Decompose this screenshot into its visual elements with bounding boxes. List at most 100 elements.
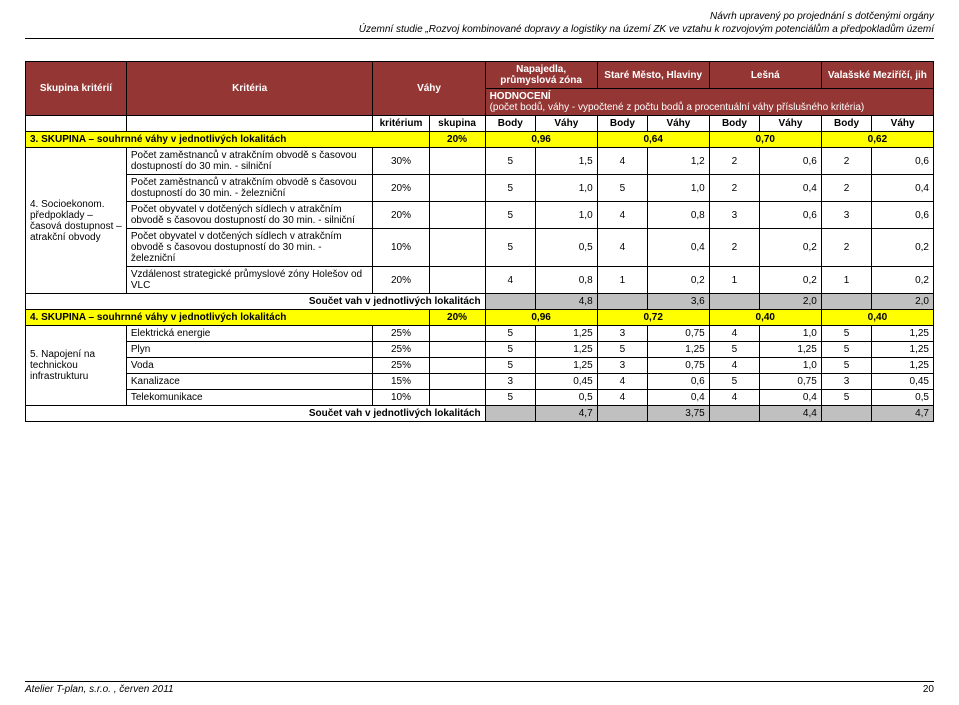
g5-r1-krit: Plyn	[126, 342, 373, 358]
cell: 4	[485, 267, 535, 294]
g4-r0-v2: 1,2	[648, 148, 710, 175]
loc-3: Lešná	[709, 62, 821, 89]
cell: 5	[485, 342, 535, 358]
g4-r0-v1: 1,5	[536, 148, 598, 175]
g4-r0-b2: 4	[597, 148, 647, 175]
g5-row: 5. Napojení na technickou infrastrukturu…	[26, 326, 934, 342]
cell: 0,2	[872, 229, 934, 267]
cell: 0,2	[760, 229, 822, 267]
cell: 0,75	[648, 326, 710, 342]
cell: 1	[597, 267, 647, 294]
page: Návrh upravený po projednání s dotčenými…	[0, 0, 959, 705]
cell: 0,75	[760, 374, 822, 390]
skupina-4-v1: 0,96	[485, 310, 597, 326]
g4-r0-v3: 0,6	[760, 148, 822, 175]
header-line-1: Návrh upravený po projednání s dotčenými…	[25, 10, 934, 23]
body-3: Body	[709, 116, 759, 132]
g5-soucet-v4: 4,7	[872, 406, 934, 422]
g5-r0-p: 25%	[373, 326, 429, 342]
skupina-3-v1: 0,96	[485, 132, 597, 148]
g4-row: Počet obyvatel v dotčených sídlech v atr…	[26, 202, 934, 229]
cell: 5	[597, 175, 647, 202]
cell: 0,4	[760, 390, 822, 406]
cell: 2	[709, 175, 759, 202]
cell: 0,6	[648, 374, 710, 390]
cell: 1,25	[536, 358, 598, 374]
cell: 0,6	[872, 202, 934, 229]
page-footer: Atelier T-plan, s.r.o. , červen 2011 20	[25, 681, 934, 695]
cell: 2	[709, 229, 759, 267]
cell: 0,2	[648, 267, 710, 294]
g4-r3-krit: Počet obyvatel v dotčených sídlech v atr…	[126, 229, 373, 267]
g5-r3-p: 15%	[373, 374, 429, 390]
col-kriterium: kritérium	[373, 116, 429, 132]
header-row-1: Skupina kritérií Kritéria Váhy Napajedla…	[26, 62, 934, 89]
g4-r0-b3: 2	[709, 148, 759, 175]
cell: 5	[485, 326, 535, 342]
skupina-3-v3: 0,70	[709, 132, 821, 148]
vahy-4: Váhy	[872, 116, 934, 132]
body-4: Body	[821, 116, 871, 132]
g5-soucet-v1: 4,7	[536, 406, 598, 422]
cell: 1,25	[536, 342, 598, 358]
cell: 3	[597, 358, 647, 374]
col-skupina: Skupina kritérií	[26, 62, 127, 116]
cell: 4	[709, 358, 759, 374]
cell: 5	[709, 342, 759, 358]
body-2: Body	[597, 116, 647, 132]
vahy-3: Váhy	[760, 116, 822, 132]
g4-row: 4. Socioekonom. předpoklady – časová dos…	[26, 148, 934, 175]
g4-r4-krit: Vzdálenost strategické průmyslové zóny H…	[126, 267, 373, 294]
g5-r2-p: 25%	[373, 358, 429, 374]
hodnoceni-cell: HODNOCENÍ (počet bodů, váhy - vypočtené …	[485, 89, 933, 116]
cell: 4	[709, 326, 759, 342]
cell: 4	[597, 374, 647, 390]
vahy-1: Váhy	[536, 116, 598, 132]
cell: 3	[821, 374, 871, 390]
cell: 4	[597, 229, 647, 267]
evaluation-table: Skupina kritérií Kritéria Váhy Napajedla…	[25, 61, 934, 422]
g4-soucet-label: Součet vah v jednotlivých lokalitách	[26, 294, 486, 310]
g5-r3-krit: Kanalizace	[126, 374, 373, 390]
skupina-3-row: 3. SKUPINA – souhrnné váhy v jednotlivýc…	[26, 132, 934, 148]
cell: 1,25	[872, 358, 934, 374]
g4-r0-krit: Počet zaměstnanců v atrakčním obvodě s č…	[126, 148, 373, 175]
g4-r1-krit: Počet zaměstnanců v atrakčním obvodě s č…	[126, 175, 373, 202]
loc-1: Napajedla, průmyslová zóna	[485, 62, 597, 89]
subheader-row: kritérium skupina Body Váhy Body Váhy Bo…	[26, 116, 934, 132]
g5-row: Kanalizace 15% 3 0,45 4 0,6 5 0,75 3 0,4…	[26, 374, 934, 390]
hodnoceni-sub: (počet bodů, váhy - vypočtené z počtu bo…	[490, 102, 865, 113]
skupina-3-v4: 0,62	[821, 132, 933, 148]
col-vahy: Váhy	[373, 62, 485, 116]
cell: 0,5	[536, 229, 598, 267]
footer-left: Atelier T-plan, s.r.o. , červen 2011	[25, 684, 174, 695]
cell: 2	[821, 175, 871, 202]
cell: 1,0	[648, 175, 710, 202]
skupina-3-pct: 20%	[429, 132, 485, 148]
skupina-3-v2: 0,64	[597, 132, 709, 148]
g5-r0-krit: Elektrická energie	[126, 326, 373, 342]
cell: 1	[709, 267, 759, 294]
cell: 3	[485, 374, 535, 390]
cell: 2	[821, 229, 871, 267]
loc-4: Valašské Meziříčí, jih	[821, 62, 933, 89]
g4-r2-p: 20%	[373, 202, 429, 229]
cell: 5	[821, 358, 871, 374]
skupina-4-row: 4. SKUPINA – souhrnné váhy v jednotlivýc…	[26, 310, 934, 326]
cell: 0,2	[760, 267, 822, 294]
cell: 0,4	[760, 175, 822, 202]
cell: 5	[485, 358, 535, 374]
header-line-2: Územní studie „Rozvoj kombinované doprav…	[25, 23, 934, 39]
cell: 0,8	[536, 267, 598, 294]
body-1: Body	[485, 116, 535, 132]
cell: 3	[597, 326, 647, 342]
cell: 5	[485, 175, 535, 202]
g4-soucet-v2: 3,6	[648, 294, 710, 310]
skupina-4-label: 4. SKUPINA – souhrnné váhy v jednotlivýc…	[26, 310, 430, 326]
col-skupina-w: skupina	[429, 116, 485, 132]
g4-r0-p: 30%	[373, 148, 429, 175]
g5-row: Voda 25% 5 1,25 3 0,75 4 1,0 5 1,25	[26, 358, 934, 374]
col-kriteria: Kritéria	[126, 62, 373, 116]
cell: 4	[709, 390, 759, 406]
g4-soucet-v4: 2,0	[872, 294, 934, 310]
